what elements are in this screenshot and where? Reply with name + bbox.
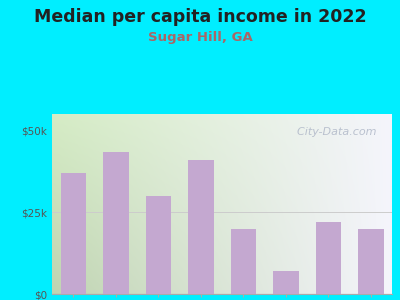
Bar	[60, 173, 86, 294]
Text: Median per capita income in 2022: Median per capita income in 2022	[34, 8, 366, 26]
Bar	[103, 152, 128, 294]
Bar	[146, 196, 171, 294]
Bar	[230, 229, 256, 294]
Text: Sugar Hill, GA: Sugar Hill, GA	[148, 32, 252, 44]
Bar	[273, 271, 298, 294]
Bar	[316, 222, 341, 294]
Bar	[188, 160, 214, 294]
Bar	[358, 229, 384, 294]
Text: City-Data.com: City-Data.com	[290, 127, 376, 136]
